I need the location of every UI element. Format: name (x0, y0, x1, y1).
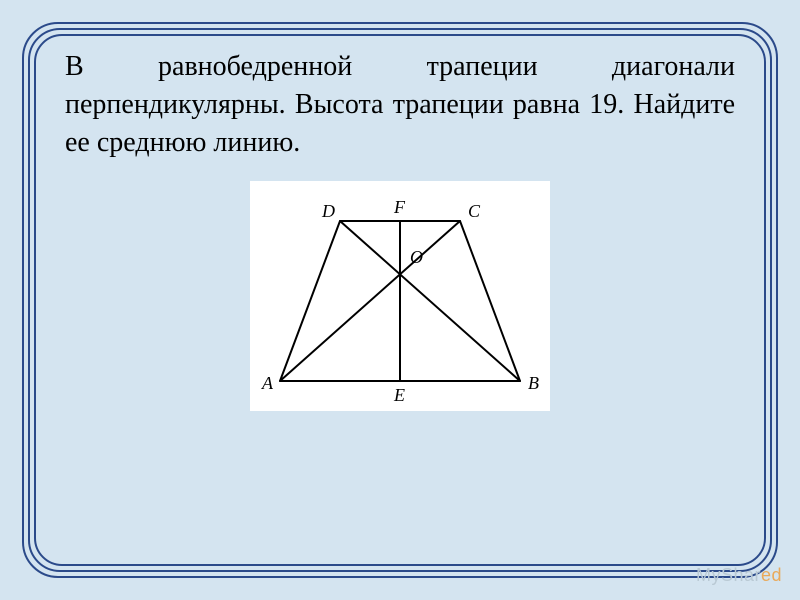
watermark-left: MyShar (696, 565, 761, 585)
slide-content: В равнобедренной трапеции диагонали перп… (65, 48, 735, 411)
problem-text: В равнобедренной трапеции диагонали перп… (65, 48, 735, 161)
point-label-d: D (321, 201, 335, 221)
watermark-right: ed (761, 565, 782, 585)
point-label-e: E (393, 385, 405, 405)
point-label-a: A (261, 373, 274, 393)
point-label-o: O (410, 247, 423, 267)
trapezoid-diagram: A B C D E F O (250, 181, 550, 411)
point-label-f: F (393, 197, 406, 217)
point-label-c: C (468, 201, 481, 221)
watermark: MyShared (696, 565, 782, 586)
point-label-b: B (528, 373, 539, 393)
